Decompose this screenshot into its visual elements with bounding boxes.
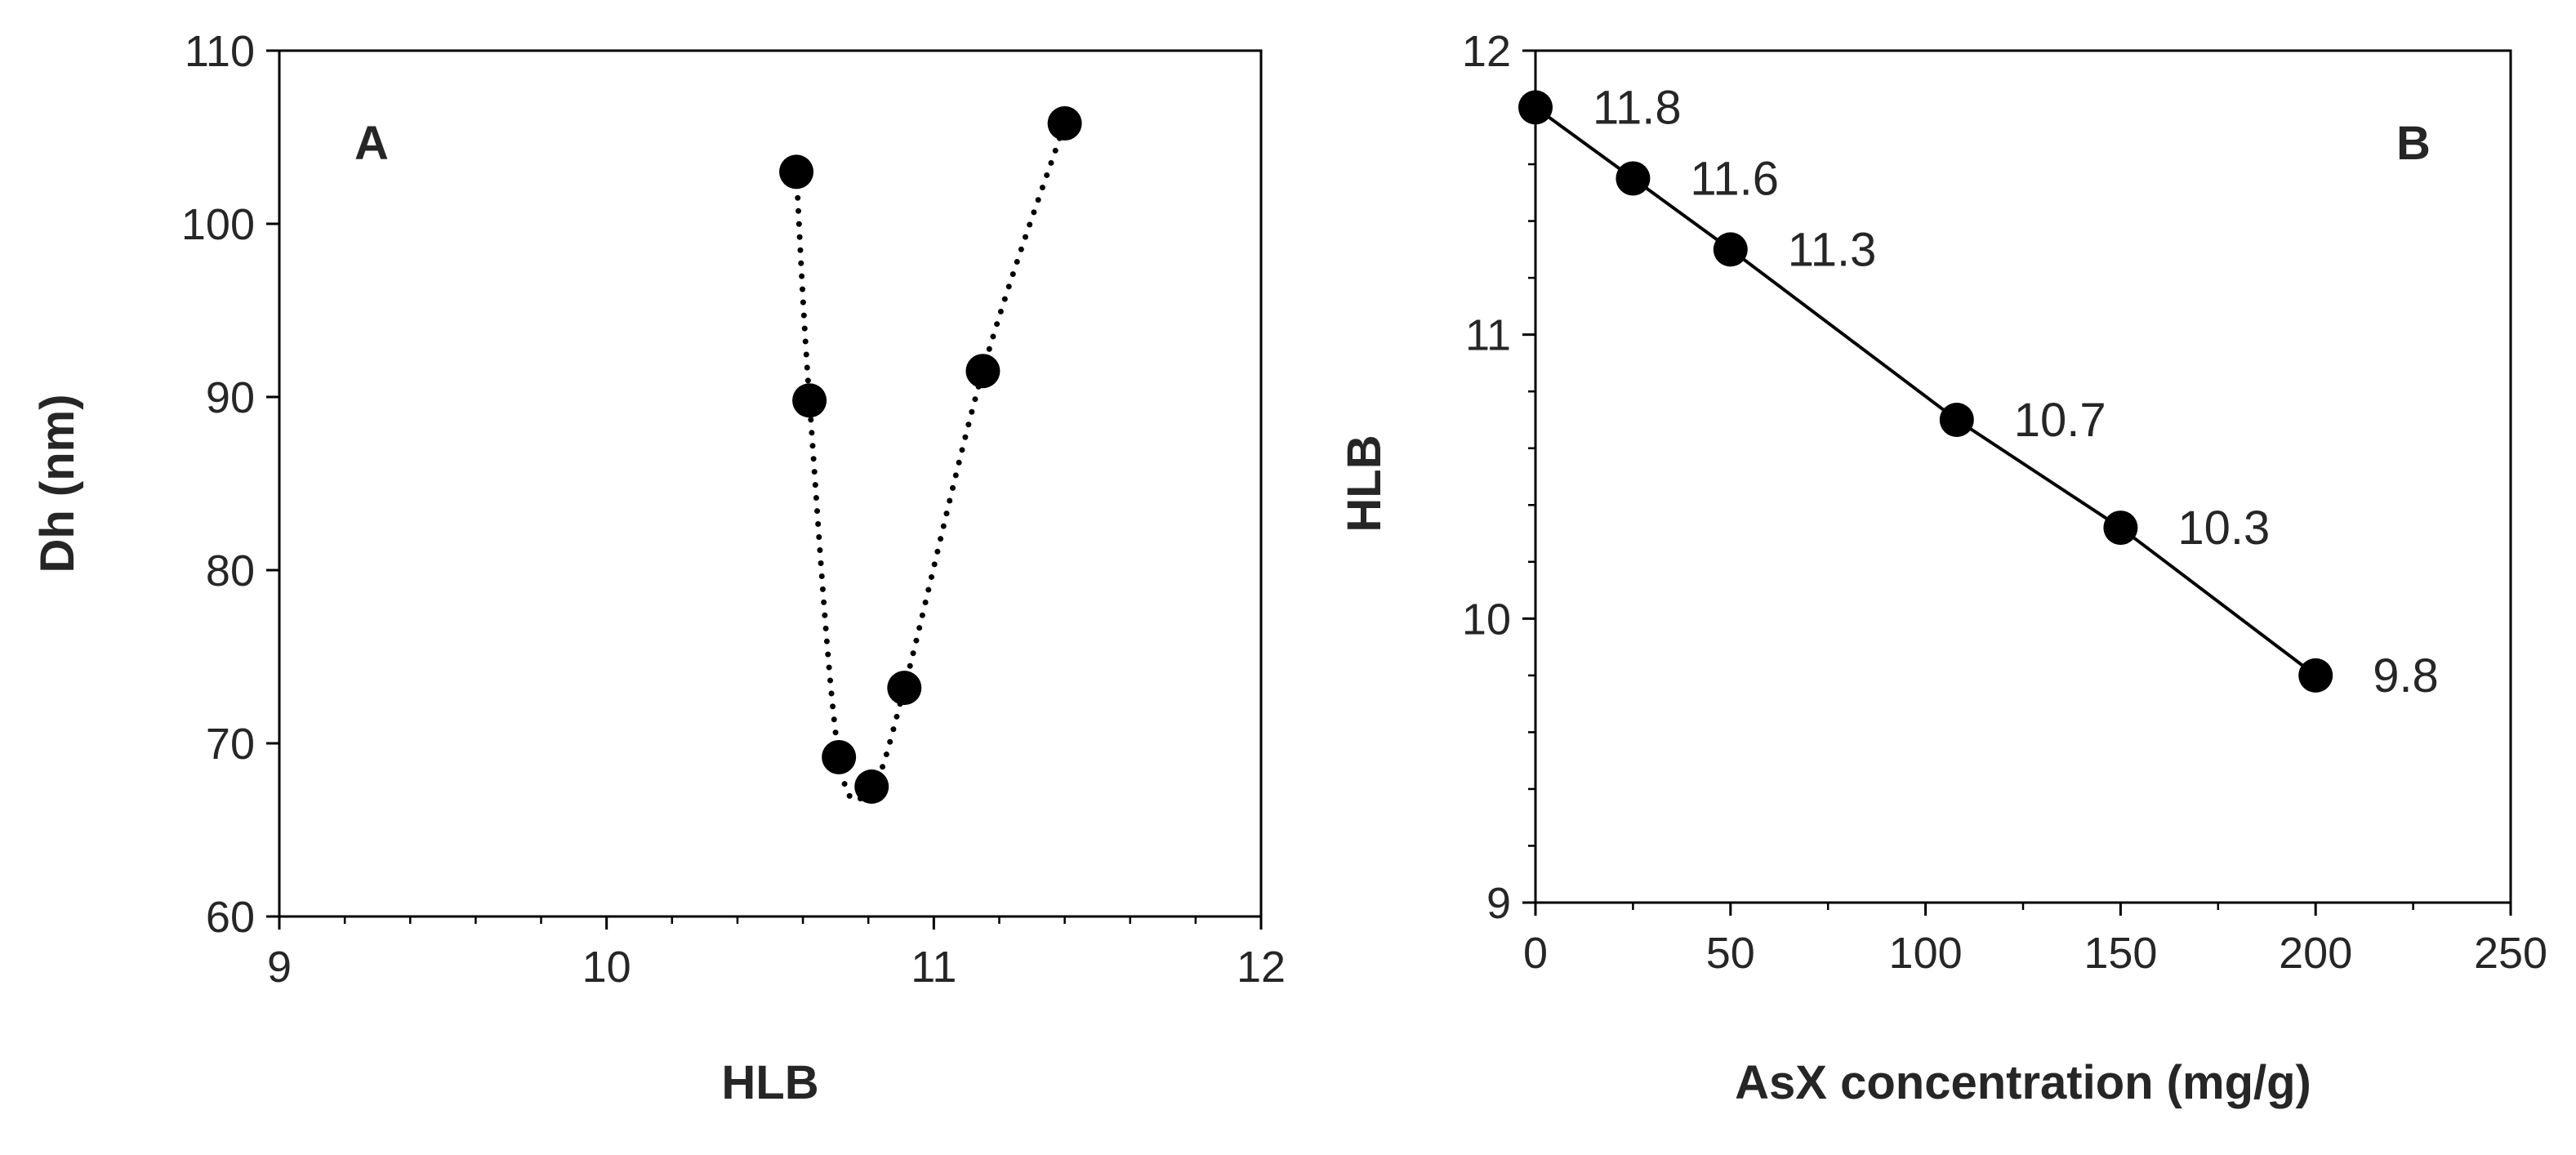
- panel-b-x-tick-label: 200: [2279, 929, 2352, 978]
- panel-b-x-tick-label: 50: [1706, 929, 1755, 978]
- panel-a-chart: 9 10 11 12 60 70 80 90 100 110 HLB Dh (nm) A: [31, 27, 1286, 1109]
- panel-a-data-point: [887, 671, 922, 706]
- panel-b-y-tick-label: 9: [1486, 879, 1511, 928]
- panel-b-data-label: 9.8: [2373, 649, 2439, 702]
- panel-b-data-label: 11.3: [1788, 223, 1877, 276]
- panel-a-data-point: [779, 154, 814, 190]
- panel-a-data-point: [854, 769, 889, 804]
- panel-b-x-tick-label: 100: [1889, 929, 1963, 978]
- panel-a-y-tick-label: 70: [206, 720, 255, 769]
- panel-a-letter: A: [354, 117, 389, 170]
- panel-a-data-point: [822, 739, 857, 774]
- panel-b-plot-frame: [1534, 49, 2512, 904]
- panel-b-data-label: 10.7: [2014, 394, 2106, 447]
- panel-b-data-point: [1616, 161, 1651, 196]
- panel-b-y-tick-label: 10: [1462, 595, 1511, 644]
- panel-a-y-tick-label: 100: [181, 200, 255, 249]
- panel-b-data-point: [2103, 511, 2138, 546]
- panel-a-y-tick-label: 80: [206, 546, 255, 595]
- panel-b-series-line: [1534, 105, 2317, 677]
- panel-b-x-axis-title: AsX concentration (mg/g): [1735, 1056, 2311, 1109]
- panel-a-plot-frame: [278, 49, 1263, 918]
- panel-b-data-point: [1713, 232, 1748, 267]
- panel-b-data-point: [1939, 402, 1974, 437]
- panel-a-data-point: [1047, 106, 1082, 141]
- panel-a-data-point: [965, 354, 1001, 389]
- panel-b-data-point: [2298, 658, 2333, 693]
- panel-b-y-axis-title: HLB: [1338, 435, 1391, 532]
- panel-b-x-tick-label: 150: [2084, 929, 2157, 978]
- panel-b-data-label: 10.3: [2177, 502, 2270, 555]
- panel-b-x-tick-label: 250: [2474, 929, 2547, 978]
- panel-a-data-point: [792, 383, 827, 418]
- panel-b-x-tick-label: 0: [1523, 929, 1548, 978]
- panel-a-x-tick-label: 9: [267, 943, 292, 992]
- panel-a-y-axis-title: Dh (nm): [31, 394, 84, 573]
- panel-a-x-tick-label: 12: [1237, 943, 1286, 992]
- panel-b-letter: B: [2396, 117, 2431, 170]
- panel-a-y-tick-label: 90: [206, 373, 255, 422]
- panel-b-data-point: [1518, 90, 1553, 125]
- panel-a-x-axis-title: HLB: [721, 1056, 818, 1109]
- panel-a-x-tick-label: 10: [582, 943, 631, 992]
- panel-a-y-tick-label: 110: [185, 27, 255, 76]
- panel-a-trendline: [793, 120, 1068, 804]
- panel-b-data-label: 11.6: [1690, 152, 1779, 205]
- panel-b-y-tick-label: 12: [1462, 27, 1511, 76]
- panel-a-x-tick-label: 11: [911, 943, 956, 992]
- panel-b-chart: 0 50 100 150 200 250 9 10 11 12 AsX concentration …: [1338, 27, 2547, 1109]
- panel-a-y-tick-label: 60: [206, 893, 255, 942]
- panel-b-data-label: 11.8: [1593, 82, 1682, 135]
- panel-b-y-tick-label: 11: [1465, 311, 1511, 360]
